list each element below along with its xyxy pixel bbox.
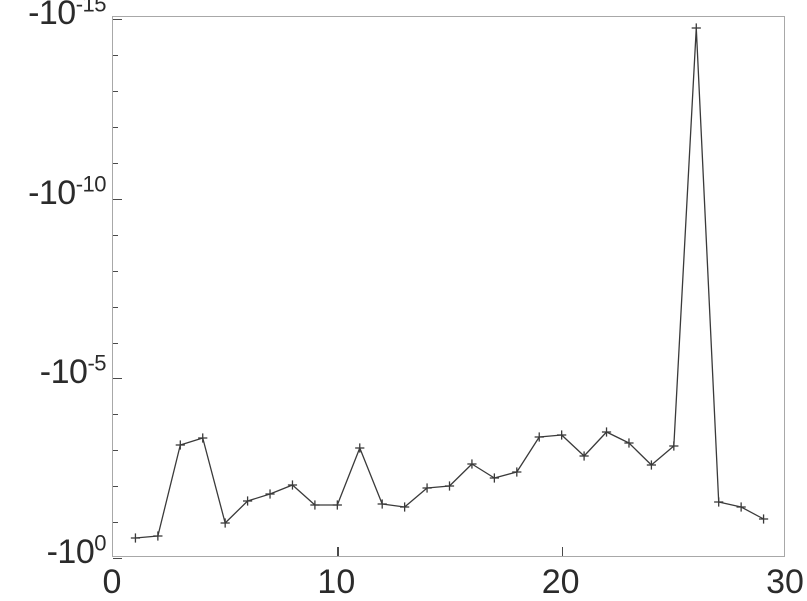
y-tick-label-2: -10-5 <box>39 352 107 391</box>
data-point-marker-2 <box>153 531 163 541</box>
y-major-tick-3 <box>113 558 122 560</box>
x-tick-label-2: 20 <box>541 563 580 601</box>
data-point-marker-19 <box>534 432 544 442</box>
y-minor-tick-6 <box>113 307 118 309</box>
data-point-marker-5 <box>220 518 230 528</box>
x-major-tick-1 <box>337 547 339 556</box>
y-minor-tick-4 <box>113 235 118 237</box>
data-point-marker-15 <box>444 481 455 491</box>
data-point-marker-28 <box>736 502 746 512</box>
y-tick-mantissa: -10 <box>46 533 95 571</box>
y-major-tick-2 <box>113 378 122 380</box>
x-tick-label-1: 10 <box>317 563 356 601</box>
data-point-marker-6 <box>243 496 253 506</box>
data-point-marker-8 <box>287 480 298 490</box>
data-point-marker-13 <box>400 502 410 512</box>
x-tick-label-3: 30 <box>766 563 804 601</box>
y-tick-label-3: -100 <box>46 532 107 571</box>
data-point-marker-14 <box>422 483 432 493</box>
data-point-marker-12 <box>377 499 387 509</box>
data-point-marker-3 <box>175 440 185 450</box>
data-point-marker-11 <box>355 443 365 453</box>
y-minor-tick-10 <box>113 486 118 488</box>
data-point-marker-21 <box>579 451 589 461</box>
y-tick-mantissa: -10 <box>39 353 88 391</box>
y-tick-exponent: -15 <box>75 0 107 17</box>
y-minor-tick-8 <box>113 414 118 416</box>
data-point-marker-25 <box>669 441 679 451</box>
y-tick-label-0: -10-15 <box>28 0 106 30</box>
data-point-marker-24 <box>646 460 656 470</box>
y-minor-tick-7 <box>113 343 118 345</box>
data-point-marker-4 <box>198 433 208 443</box>
y-minor-tick-11 <box>113 522 118 524</box>
x-tick-label-0: 0 <box>102 563 122 601</box>
x-major-tick-2 <box>561 547 563 556</box>
y-minor-tick-0 <box>113 55 118 57</box>
data-point-marker-18 <box>512 467 522 477</box>
y-tick-exponent: -5 <box>87 350 106 376</box>
data-point-marker-7 <box>265 489 275 499</box>
data-point-marker-20 <box>557 430 567 440</box>
series-polyline <box>135 27 764 539</box>
data-point-marker-10 <box>332 500 342 510</box>
y-major-tick-0 <box>113 19 122 21</box>
data-point-marker-22 <box>601 427 612 437</box>
y-major-tick-1 <box>113 199 122 201</box>
y-minor-tick-9 <box>113 450 118 452</box>
data-point-marker-9 <box>310 500 320 510</box>
data-point-marker-16 <box>467 459 477 469</box>
y-tick-mantissa: -10 <box>28 174 76 212</box>
plot-area <box>112 16 785 560</box>
y-tick-exponent: -10 <box>75 171 107 197</box>
data-point-marker-29 <box>758 514 769 524</box>
y-tick-exponent: 0 <box>94 530 106 556</box>
y-tick-label-1: -10-10 <box>28 173 106 212</box>
y-minor-tick-1 <box>113 91 118 93</box>
data-point-marker-17 <box>489 473 499 483</box>
data-series-line <box>130 23 769 543</box>
data-point-marker-27 <box>714 497 724 507</box>
data-point-marker-23 <box>624 438 634 448</box>
y-tick-mantissa: -10 <box>28 0 76 32</box>
y-minor-tick-2 <box>113 127 118 129</box>
y-minor-tick-5 <box>113 271 118 273</box>
data-point-marker-1 <box>130 533 141 543</box>
y-minor-tick-3 <box>113 163 118 165</box>
data-point-marker-26 <box>691 23 701 33</box>
